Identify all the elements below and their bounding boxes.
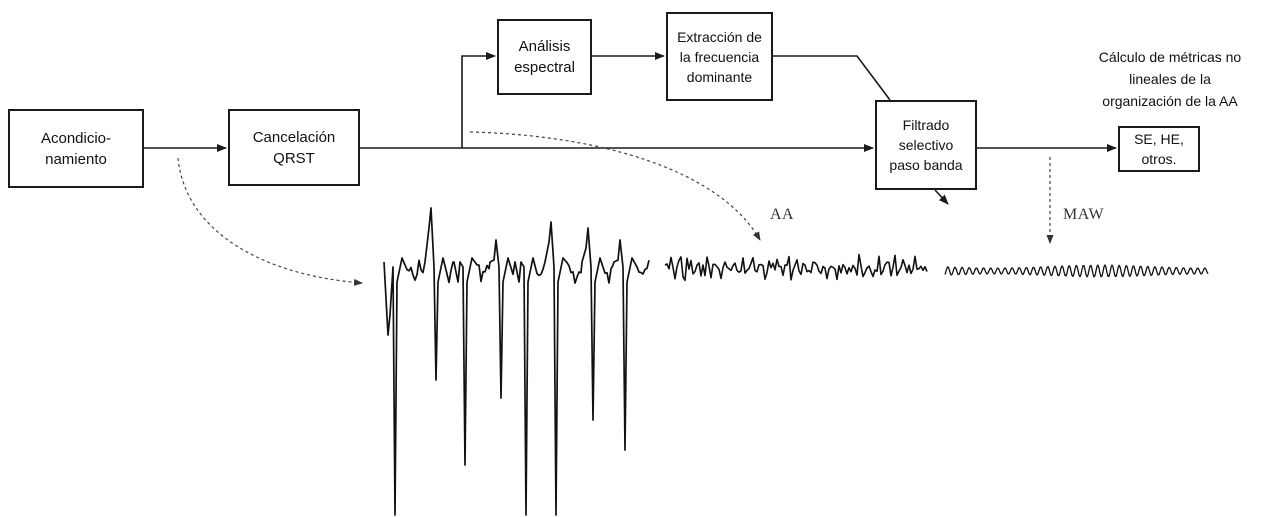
dashed-connections [177,131,1054,286]
acondicionamiento-line-1: Acondicio- [40,129,112,147]
arrow-to-analisis [461,52,496,148]
filtrado-line-3: paso banda [889,157,963,173]
filtrado-line-2: selectivo [898,137,954,153]
raw-ecg-signal [383,207,650,516]
metricas-line-1: SE, HE, [1134,131,1184,147]
analisis-line-2: espectral [514,59,575,76]
line-extraccion-to-filtrado [773,55,891,101]
extraccion-line-1: Extracción de [677,28,762,45]
filtrado-paso-banda-block: Filtrado selectivo paso banda [875,100,977,190]
aa-label: AA [770,206,795,223]
metricas-block: SE, HE, otros. [1118,126,1200,172]
maw-signal [944,264,1209,278]
cancelacion-line-1: Cancelación [252,128,336,146]
arrow-filtrado-down [934,189,949,205]
maw-label: MAW [1063,206,1105,223]
cancelacion-line-2: QRST [273,149,315,167]
extraccion-line-2: la frecuencia [679,48,760,65]
cancelacion-qrst-block: Cancelación QRST [228,109,360,186]
metricas-title-line-2: lineales de la [1129,71,1211,87]
extraccion-line-3: dominante [686,68,753,85]
extraccion-frecuencia-block: Extracción de la frecuencia dominante [666,12,773,101]
filtrado-line-1: Filtrado [902,117,950,133]
metricas-title-line-1: Cálculo de métricas no [1098,49,1242,65]
analisis-espectral-block: Análisis espectral [497,19,592,95]
acondicionamiento-line-2: namiento [45,150,107,168]
metricas-line-2: otros. [1141,151,1177,167]
analisis-line-1: Análisis [518,38,571,55]
dashed-arrow-to-aa-signal [469,131,761,241]
dashed-arrow-to-raw-signal [177,157,363,286]
metricas-title-line-3: organización de la AA [1102,93,1238,109]
metricas-title: Cálculo de métricas no lineales de la or… [1075,46,1265,112]
acondicionamiento-block: Acondicio- namiento [8,109,144,188]
connections [144,52,1117,205]
aa-signal [664,253,928,282]
